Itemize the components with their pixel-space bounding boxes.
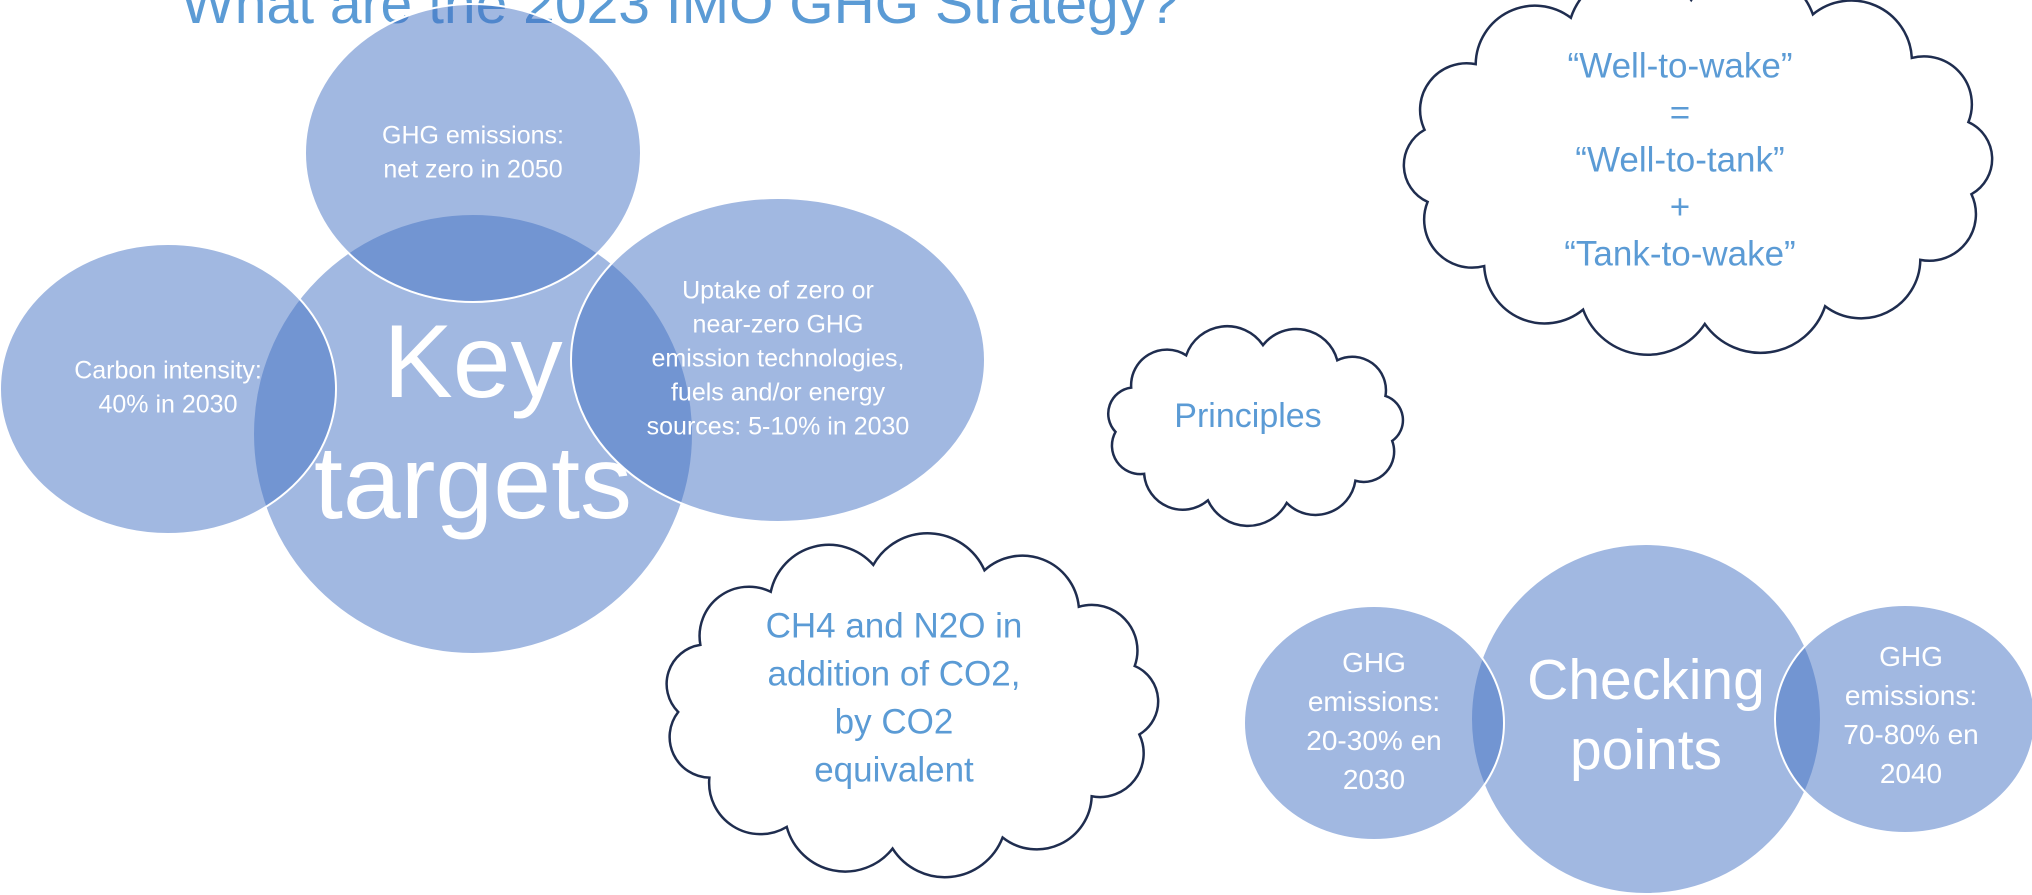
label: Checking [1527, 648, 1765, 712]
circle [0, 243, 337, 535]
label: sources: 5-10% in 2030 [647, 413, 910, 441]
label: 40% in 2030 [98, 391, 237, 419]
label: emissions: [1845, 680, 1977, 711]
label: “Tank-to-wake” [1564, 234, 1795, 273]
title: What are the 2023 IMO GHG Strategy? [181, 0, 1179, 36]
label: Uptake of zero or [682, 277, 874, 305]
label: points [1570, 718, 1722, 782]
circle [570, 197, 986, 523]
circle [304, 3, 642, 303]
label: GHG emissions: [382, 122, 564, 150]
cloud [665, 532, 1160, 879]
cloud [1402, 0, 1994, 356]
label: + [1670, 187, 1690, 226]
label: fuels and/or energy [671, 379, 886, 407]
label: Principles [1174, 397, 1321, 435]
label: “Well-to-wake” [1568, 46, 1793, 85]
label: 70-80% en [1843, 719, 1978, 750]
label: GHG [1342, 647, 1406, 678]
label: by CO2 [835, 702, 954, 741]
circle [1774, 604, 2032, 834]
cloud [1106, 324, 1405, 528]
label: Carbon intensity: [74, 357, 262, 385]
label: emission technologies, [652, 345, 905, 373]
label: 2040 [1880, 758, 1942, 789]
label: GHG [1879, 641, 1943, 672]
label: Key [383, 304, 562, 420]
label: equivalent [814, 750, 974, 789]
circle [1243, 605, 1505, 841]
label: “Well-to-tank” [1575, 140, 1784, 179]
label: 20-30% en [1306, 725, 1441, 756]
label: net zero in 2050 [383, 156, 562, 184]
label: 2030 [1343, 764, 1405, 795]
label: near-zero GHG [693, 311, 864, 339]
label: emissions: [1308, 686, 1440, 717]
label: addition of CO2, [768, 654, 1021, 693]
label: = [1670, 93, 1690, 132]
label: targets [314, 425, 632, 541]
label: CH4 and N2O in [766, 606, 1023, 645]
